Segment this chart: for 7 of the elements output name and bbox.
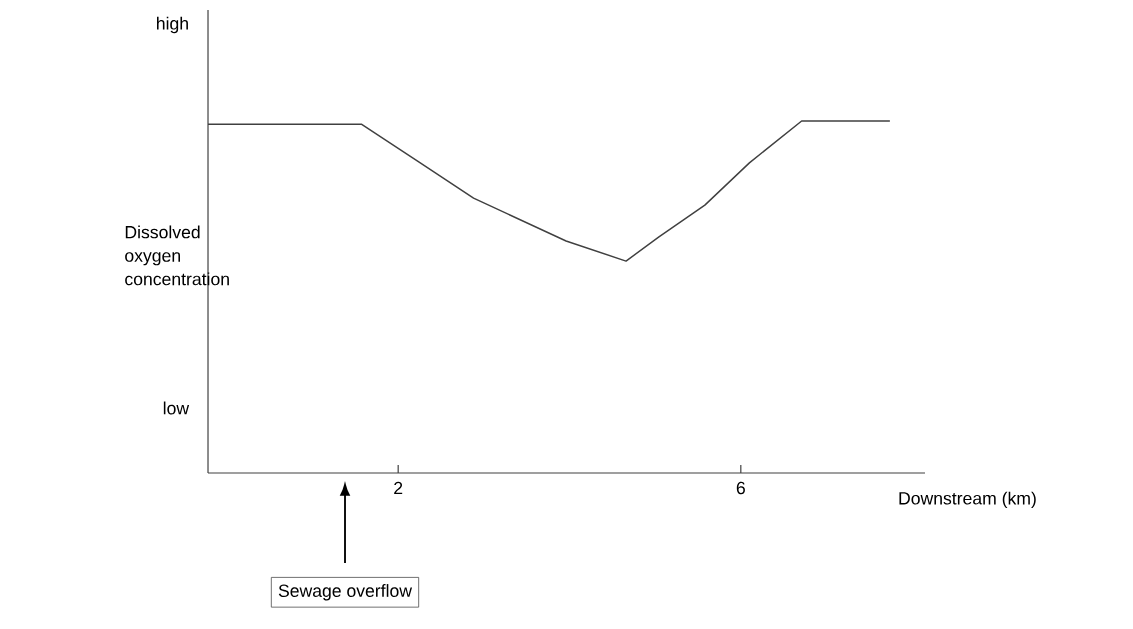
text: Sewage overflow [278,584,413,601]
x-axis-title: Downstream (km) [899,491,1036,509]
x-tick-label: 2 [394,481,403,495]
x-tick-label: 6 [736,481,745,495]
y-axis-title: Dissolved oxygen concentration [125,225,229,286]
text: high [157,16,188,34]
text: low [163,401,190,415]
